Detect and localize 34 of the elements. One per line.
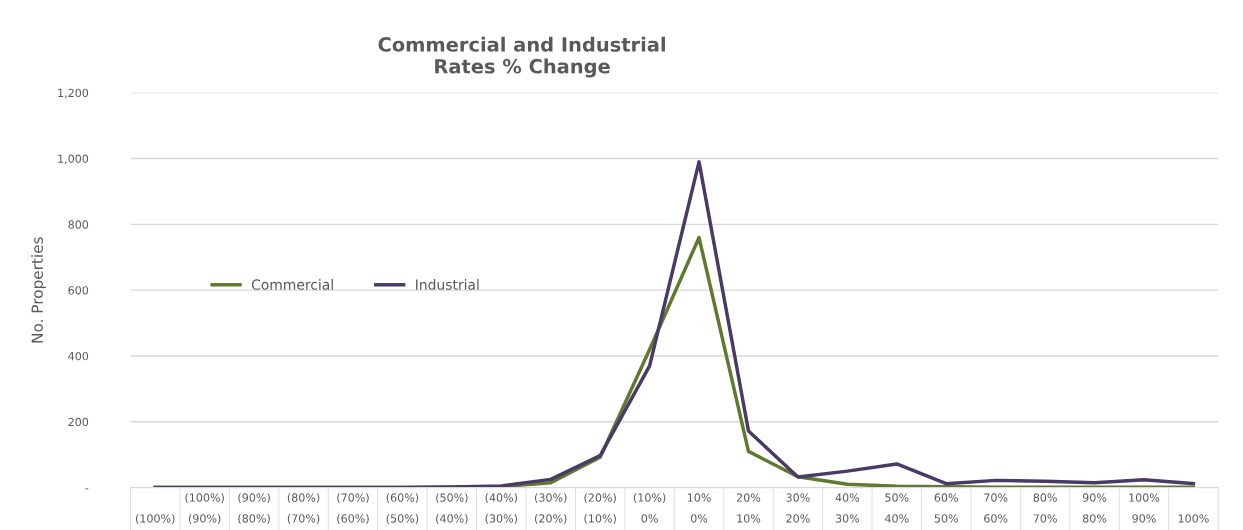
x-tick-label: (50%) (40%) [436, 493, 468, 524]
x-tick-label: 100% 90% [1129, 493, 1160, 523]
y-tick-label: 1,000 [58, 154, 89, 165]
legend-label: Industrial [416, 279, 479, 290]
line-series [153, 160, 1196, 488]
y-tick-label: 400 [68, 351, 89, 361]
y-tick-label: - [85, 488, 89, 490]
legend-label: Commercial [251, 279, 333, 290]
x-tick-label: 80% 70% [1033, 493, 1057, 523]
x-tick-label: (60%) (50%) [386, 493, 419, 524]
x-tick-label: (40%) (30%) [485, 493, 518, 524]
x-tick-label: 50% 40% [884, 493, 909, 523]
x-tick-label: (100%) [135, 514, 175, 524]
x-tick-label: 30% 20% [786, 493, 810, 523]
x-tick-label: (10%) 0% [633, 493, 666, 523]
x-tick-label: 40% 30% [835, 493, 860, 523]
x-tick-label: (100%) (90%) [185, 493, 224, 524]
y-tick-label: 1,200 [58, 88, 89, 99]
x-tick-label: 60% 50% [934, 493, 958, 523]
x-tick-label: (30%) (20%) [535, 493, 567, 524]
x-tick-label: 10% 0% [687, 493, 711, 523]
x-tick-label: 90% 80% [1082, 493, 1107, 523]
y-tick-label: 200 [68, 417, 89, 427]
x-tick-label: (20%) (10%) [584, 493, 616, 524]
x-tick-label: (70%) (60%) [337, 493, 369, 524]
y-tick-label: 600 [68, 286, 89, 295]
x-tick-label: (90%) (80%) [238, 493, 270, 524]
y-tick-label: 800 [68, 220, 89, 229]
x-tick-label: (80%) (70%) [287, 493, 320, 524]
x-tick-label: 70% 60% [984, 493, 1008, 523]
x-tick-label: 100% [1178, 514, 1209, 523]
chart-title: Commercial and Industrial Rates % Change [378, 36, 665, 78]
y-axis-title: No. Properties [31, 237, 46, 343]
x-tick-label: 20% 10% [736, 493, 761, 523]
